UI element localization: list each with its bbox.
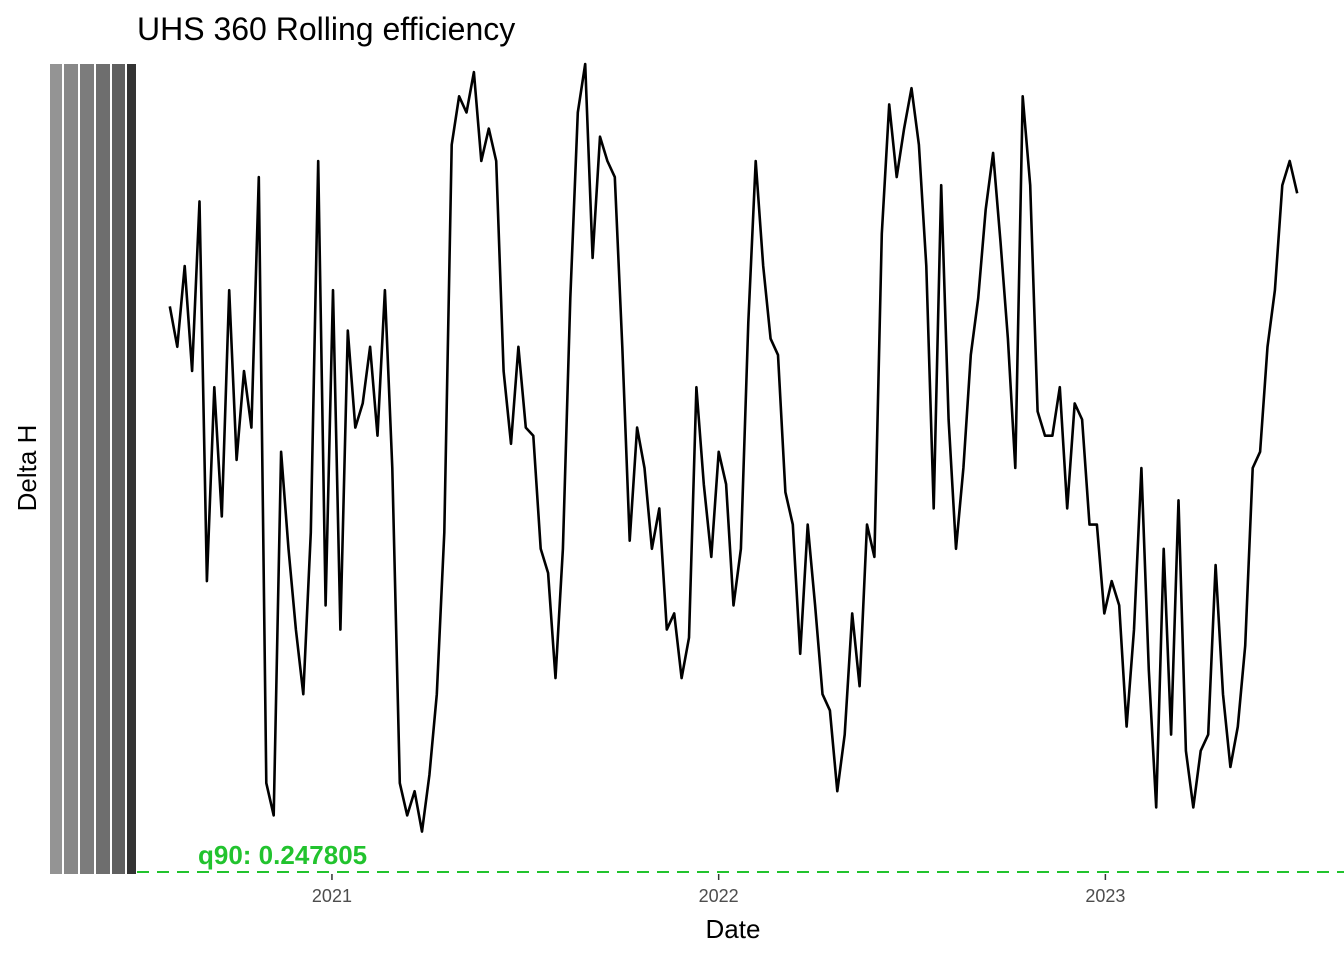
y-axis-label: Delta H (12, 425, 42, 512)
x-tick-label: 2023 (1085, 886, 1125, 906)
y-axis-bar (127, 64, 136, 874)
y-axis-tick-label-cluster (50, 64, 62, 874)
x-axis-label: Date (706, 914, 761, 944)
y-axis (50, 64, 136, 874)
x-tick-label: 2021 (312, 886, 352, 906)
y-axis-tick-label-cluster (112, 64, 125, 874)
annotations: q90: 0.247805 (198, 840, 367, 870)
y-axis-tick-label-cluster (80, 64, 94, 874)
x-tick-label: 2022 (699, 886, 739, 906)
y-axis-tick-label-cluster (96, 64, 110, 874)
y-axis-tick-label-cluster (64, 64, 78, 874)
chart-title: UHS 360 Rolling efficiency (137, 11, 515, 47)
x-axis: 2021 2022 2023 (312, 874, 1125, 906)
annotation-label: q90: 0.247805 (198, 840, 367, 870)
series-line (168, 62, 1299, 833)
